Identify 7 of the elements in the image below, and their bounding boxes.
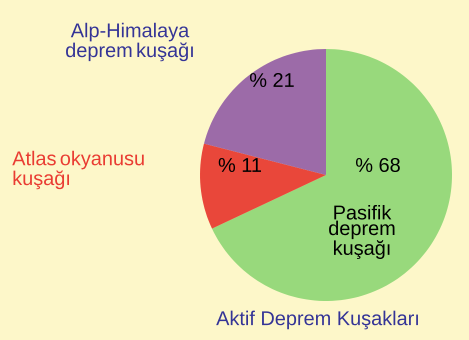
text: Aktif Deprem Kuşakları — [216, 310, 418, 330]
slice-label: Atlas okyanusu kuşağı — [12, 150, 144, 190]
data-label: % 68 — [356, 158, 400, 172]
slice-label: Alp-Himalaya deprem kuşağı — [66, 22, 193, 62]
data-label: % 21 — [250, 72, 294, 88]
data-label: % 11 — [218, 158, 262, 172]
slice-label: Pasifik deprem kuşağı — [329, 204, 394, 260]
